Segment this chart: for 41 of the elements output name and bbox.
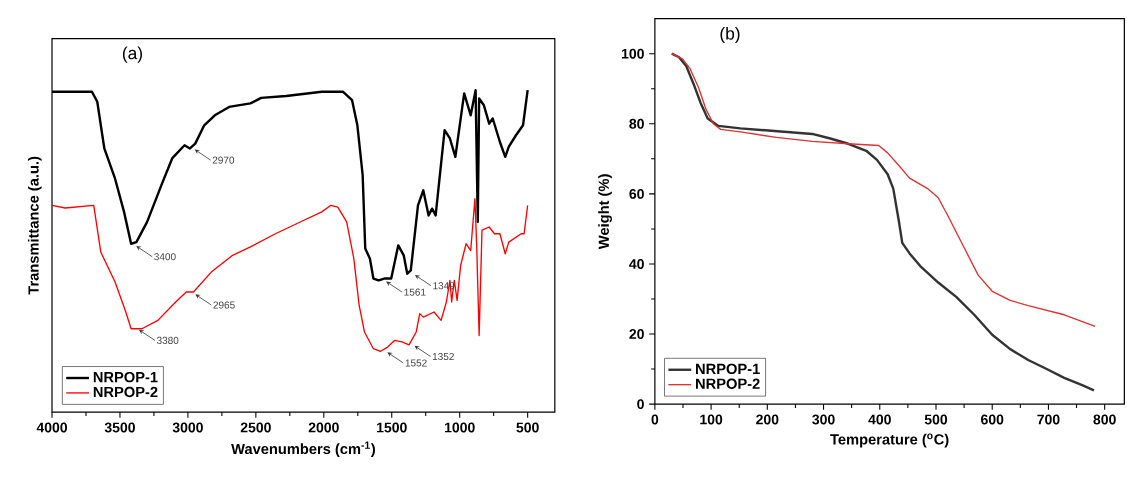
x-axis-title: Wavenumbers (cm$^{-1}$)	[231, 441, 375, 457]
line-series	[671, 52, 1096, 327]
annotation: 3380	[156, 336, 179, 344]
y-tick-label: 20	[629, 328, 644, 339]
y-axis-title: Weight (%)	[598, 174, 612, 249]
legend-label: NRPOP-2	[696, 378, 760, 389]
x-tick-label: 2000	[308, 422, 339, 433]
x-tick-label: 500	[516, 422, 539, 433]
y-tick-label: 100	[621, 48, 644, 59]
legend-label: NRPOP-1	[696, 363, 760, 374]
x-tick-label: 500	[924, 414, 948, 425]
x-tick-label: 600	[981, 414, 1004, 425]
x-tick-label: 100	[700, 414, 723, 425]
x-tick-label: 3500	[104, 422, 135, 433]
x-tick-label: 1500	[377, 422, 407, 433]
y-axis-title: Transmittance (a.u.)	[27, 156, 42, 295]
x-tick-label: 300	[812, 414, 835, 425]
x-tick-label: 800	[1093, 414, 1116, 425]
annotation: 1552	[405, 359, 427, 367]
x-tick-label: 200	[756, 414, 779, 425]
x-tick-label: 4000	[36, 422, 68, 433]
x-tick-label: 3000	[172, 422, 203, 433]
annotation: 2965	[213, 301, 235, 309]
y-tick-label: 40	[629, 258, 644, 269]
x-axis-title: Temperature ($^{o}$C)	[830, 433, 949, 448]
x-tick-label: 1000	[445, 422, 475, 433]
chart-title: (a)	[122, 46, 142, 63]
y-tick-label: 80	[629, 118, 644, 129]
x-tick-label: 700	[1037, 414, 1060, 425]
annotation: 1352	[432, 352, 454, 360]
x-tick-label: 2500	[240, 422, 271, 433]
y-tick-label: 60	[629, 188, 644, 199]
legend-label: NRPOP-1	[93, 371, 158, 383]
y-tick-label: 0	[637, 398, 644, 409]
annotation: 2970	[212, 156, 235, 164]
x-tick-label: 400	[868, 414, 891, 425]
x-tick-label: 0	[651, 414, 659, 425]
annotation: 1561	[404, 288, 426, 296]
legend-label: NRPOP-2	[93, 386, 158, 397]
chart-title: (b)	[720, 26, 740, 43]
annotation: 3400	[154, 252, 176, 261]
